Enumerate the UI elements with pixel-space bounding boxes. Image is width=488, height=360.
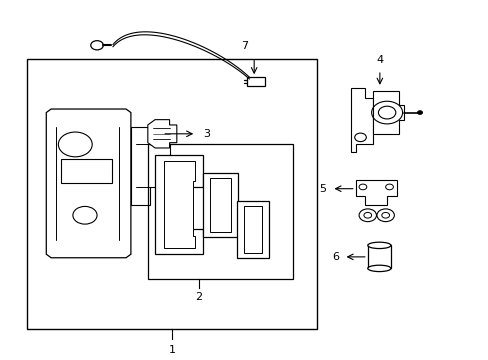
Bar [243,206,262,253]
Bar [147,144,292,279]
Text: 5: 5 [319,184,326,194]
Text: 3: 3 [203,129,210,139]
Polygon shape [155,155,203,254]
Polygon shape [147,120,177,148]
Text: 4: 4 [376,55,383,65]
Ellipse shape [367,242,390,248]
Bar [367,246,390,269]
Text: 6: 6 [331,252,338,262]
Bar [237,201,268,258]
Polygon shape [355,180,396,204]
Bar [61,159,111,183]
Bar [27,59,316,329]
Circle shape [417,111,422,114]
Bar [246,77,265,86]
Bar [210,178,231,231]
Text: 2: 2 [195,292,202,302]
Ellipse shape [367,265,390,271]
Polygon shape [372,91,403,134]
Text: 7: 7 [241,41,247,51]
Text: 1: 1 [168,345,175,355]
Polygon shape [163,161,194,248]
Polygon shape [350,88,372,152]
Bar [203,173,238,237]
